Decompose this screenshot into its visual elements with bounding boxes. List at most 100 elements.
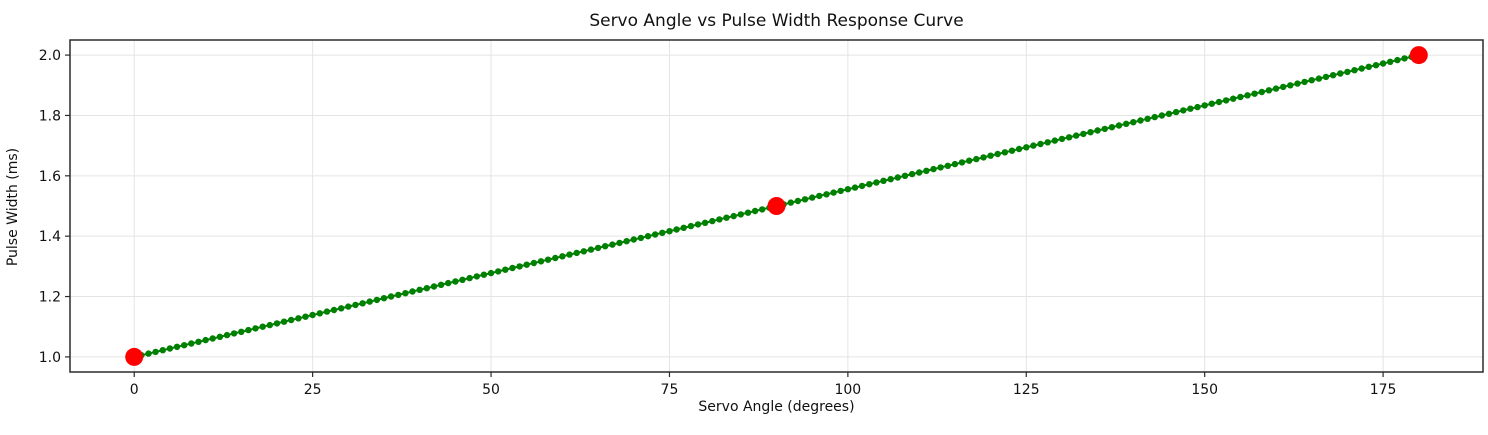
- response-curve-dot: [223, 331, 231, 339]
- response-curve-dot: [266, 321, 273, 329]
- response-curve-dot: [716, 216, 723, 223]
- response-curve-dot: [944, 162, 951, 169]
- response-curve-dot: [395, 291, 402, 299]
- x-tick-label: 0: [130, 382, 139, 398]
- x-tick-label: 100: [834, 382, 861, 398]
- response-curve-dot: [1065, 134, 1073, 141]
- response-curve-dot: [152, 348, 159, 356]
- response-curve-dot: [145, 350, 152, 357]
- response-curve-dot: [302, 313, 309, 320]
- response-curve-dot: [273, 320, 281, 327]
- x-tick-label: 50: [482, 382, 500, 398]
- x-tick-label: 75: [661, 382, 679, 398]
- response-curve-dot: [373, 296, 381, 304]
- response-curve-dot: [987, 152, 994, 159]
- response-curve-dot: [1130, 119, 1137, 126]
- response-curve-dot: [1165, 110, 1173, 118]
- response-curve-dot: [1037, 140, 1044, 148]
- response-curve-dot: [466, 274, 473, 282]
- response-curve-dot: [1308, 77, 1315, 84]
- response-curve-dot: [623, 238, 630, 245]
- response-curve-dot: [316, 310, 323, 317]
- response-curve-dot: [359, 300, 366, 307]
- response-curve-dot: [723, 214, 730, 221]
- response-curve-dot: [973, 155, 980, 163]
- response-curve-dot: [1351, 67, 1358, 74]
- response-curve-dot: [1251, 90, 1258, 97]
- response-curve-dot: [1244, 92, 1251, 99]
- response-curve-dot: [1001, 149, 1009, 156]
- response-curve-dot: [1144, 115, 1151, 123]
- response-curve-dot: [1044, 139, 1051, 146]
- response-curve-dot: [452, 278, 459, 285]
- response-curve-dot: [195, 338, 202, 345]
- response-curve-dot: [445, 279, 452, 287]
- response-curve-dot: [552, 254, 559, 262]
- response-curve-dot: [966, 157, 973, 164]
- response-curve-dot: [673, 226, 680, 233]
- response-curve-dot: [580, 248, 587, 255]
- response-curve-dot: [1087, 129, 1094, 136]
- response-curve-dot: [1073, 132, 1080, 139]
- response-curve-dot: [159, 347, 166, 354]
- response-curve-dot: [181, 342, 188, 349]
- response-curve-dot: [930, 165, 937, 173]
- y-tick-label: 1.6: [39, 169, 61, 185]
- response-curve-dot: [1194, 103, 1201, 111]
- response-curve-dot: [1287, 82, 1294, 89]
- x-tick-label: 175: [1370, 382, 1397, 398]
- response-curve-dot: [1230, 95, 1237, 102]
- y-tick-label: 1.8: [39, 108, 61, 124]
- response-curve-dot: [423, 285, 430, 292]
- response-curve-dot: [1379, 60, 1387, 67]
- response-curve-dot: [1151, 113, 1158, 121]
- response-curve-dot: [1294, 80, 1301, 87]
- response-curve-dot: [801, 196, 809, 203]
- response-curve-dot: [402, 290, 409, 297]
- response-curve-dot: [587, 246, 595, 253]
- response-curve-dot: [787, 199, 794, 206]
- key-point-marker: [125, 347, 144, 366]
- response-curve-dot: [680, 224, 687, 231]
- response-curve-dot: [188, 340, 195, 347]
- response-curve-dot: [923, 167, 930, 174]
- response-curve-dot: [1180, 107, 1187, 114]
- response-curve-dot: [230, 330, 238, 337]
- response-curve-dot: [630, 236, 637, 243]
- response-curve-dot: [409, 288, 416, 295]
- response-curve-dot: [280, 318, 288, 325]
- y-tick-label: 1.0: [39, 350, 61, 366]
- key-point-marker: [767, 197, 786, 215]
- response-curve-dot: [1265, 87, 1273, 94]
- response-curve-dot: [309, 311, 316, 319]
- response-curve-dot: [338, 305, 345, 312]
- y-tick-label: 1.2: [39, 290, 61, 306]
- response-curve-dot: [994, 150, 1001, 158]
- y-tick-label: 1.4: [39, 229, 61, 245]
- response-curve-dot: [830, 189, 837, 196]
- response-curve-dot: [1208, 100, 1216, 107]
- response-curve-dot: [1158, 112, 1166, 119]
- key-point-marker: [1409, 46, 1428, 65]
- response-curve-dot: [709, 217, 716, 225]
- response-curve-dot: [1258, 88, 1266, 96]
- response-curve-dot: [430, 283, 438, 290]
- response-curve-dot: [1337, 70, 1344, 77]
- response-curve-dot: [323, 308, 331, 315]
- response-curve-dot: [701, 219, 709, 226]
- response-curve-dot: [851, 184, 859, 191]
- response-curve-dot: [873, 179, 880, 186]
- response-curve-dot: [259, 323, 266, 330]
- response-curve-dot: [1137, 117, 1144, 124]
- response-curve-dot: [602, 243, 609, 250]
- response-curve-dot: [366, 298, 373, 305]
- y-tick-label: 2.0: [39, 48, 61, 64]
- response-curve-dot: [644, 233, 652, 240]
- response-curve-dot: [858, 182, 866, 190]
- response-curve-dot: [866, 181, 873, 188]
- x-tick-label: 25: [304, 382, 322, 398]
- response-curve-dot: [352, 301, 359, 309]
- response-curve-dot: [687, 222, 695, 230]
